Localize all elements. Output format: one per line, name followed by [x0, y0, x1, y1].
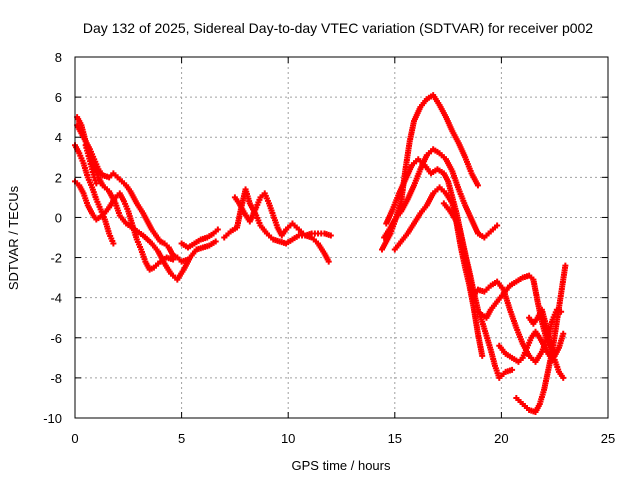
- data-point: [110, 240, 117, 247]
- x-tick-label: 20: [494, 431, 508, 446]
- series-track-8: [231, 190, 334, 239]
- x-axis-label: GPS time / hours: [292, 458, 391, 473]
- series-track-4: [72, 178, 177, 273]
- data-point: [170, 256, 177, 263]
- data-point: [474, 182, 481, 189]
- data-point: [562, 262, 569, 269]
- series-track-11: [383, 156, 477, 303]
- data-point: [184, 256, 191, 263]
- chart-title: Day 132 of 2025, Sidereal Day-to-day VTE…: [83, 20, 593, 36]
- data-point: [212, 238, 219, 245]
- series-track-13: [440, 200, 516, 381]
- y-tick-label: -2: [50, 251, 62, 266]
- y-tick-label: 0: [55, 210, 62, 225]
- axis-ticks: [74, 56, 609, 419]
- y-tick-label: -8: [50, 371, 62, 386]
- x-tick-label: 25: [601, 431, 615, 446]
- y-tick-label: 2: [55, 170, 62, 185]
- series-track-6: [178, 226, 221, 251]
- data-points: [72, 92, 569, 415]
- y-tick-label: 8: [55, 50, 62, 65]
- series-track-18: [526, 306, 567, 359]
- data-point: [325, 258, 332, 265]
- y-tick-labels: -10 -8 -6 -4 -2 0 2 4 6 8: [43, 50, 62, 426]
- y-tick-label: -4: [50, 291, 62, 306]
- data-point: [509, 366, 516, 373]
- data-point: [327, 232, 334, 239]
- series-track-5: [82, 142, 100, 187]
- y-tick-label: -10: [43, 411, 62, 426]
- y-tick-label: 6: [55, 90, 62, 105]
- x-tick-label: 5: [178, 431, 185, 446]
- data-point: [92, 177, 99, 184]
- y-tick-label: 4: [55, 130, 62, 145]
- y-axis-label: SDTVAR / TECUs: [6, 185, 21, 290]
- x-tick-label: 15: [388, 431, 402, 446]
- data-point: [214, 226, 221, 233]
- data-point: [91, 174, 98, 181]
- data-point: [93, 180, 100, 187]
- data-point: [560, 330, 567, 337]
- data-point: [560, 374, 567, 381]
- series-track-2: [74, 122, 191, 265]
- plot-frame: [74, 56, 609, 419]
- data-point: [479, 352, 486, 359]
- y-tick-label: -6: [50, 331, 62, 346]
- x-tick-labels: 0 5 10 15 20 25: [71, 431, 615, 446]
- data-point: [494, 222, 501, 229]
- x-tick-label: 10: [281, 431, 295, 446]
- grid-lines: [75, 57, 608, 418]
- x-tick-label: 0: [71, 431, 78, 446]
- series-track-9: [379, 92, 481, 253]
- series-track-16: [496, 328, 556, 365]
- series-track-10: [381, 146, 501, 241]
